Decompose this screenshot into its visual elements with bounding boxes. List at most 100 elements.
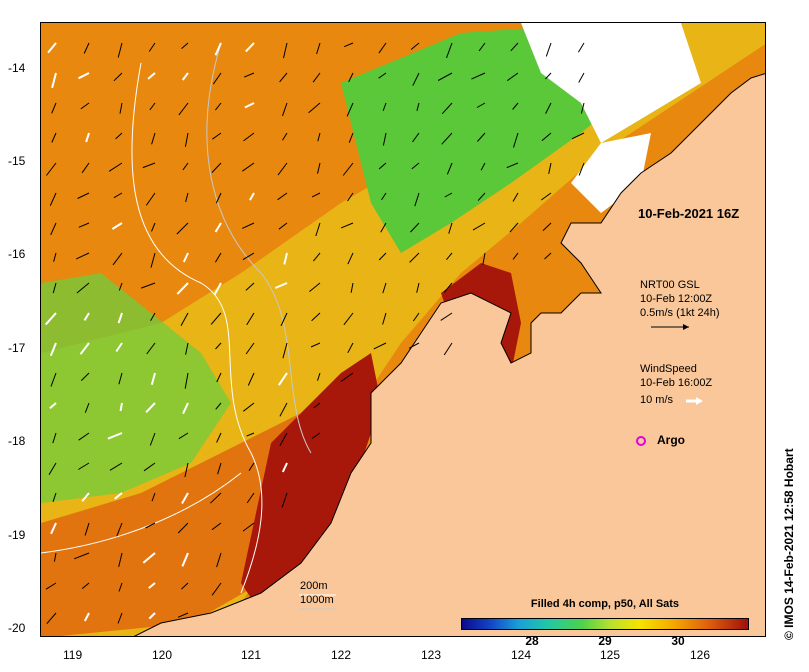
current-vector <box>147 72 156 80</box>
current-vector <box>213 282 222 295</box>
current-vector <box>45 582 57 590</box>
current-vector <box>277 372 288 386</box>
isobath-line <box>131 62 263 594</box>
current-vector <box>545 42 552 57</box>
current-vector <box>117 42 123 58</box>
current-vector <box>140 282 156 289</box>
current-vector <box>242 162 255 172</box>
current-vector <box>512 102 519 110</box>
current-vector <box>347 192 354 202</box>
current-vector <box>544 252 552 260</box>
isobath-200m-label: 200m <box>300 580 328 592</box>
colorbar <box>461 618 749 630</box>
current-vector <box>350 282 354 293</box>
current-vector <box>47 42 57 54</box>
current-vector <box>214 42 222 56</box>
current-vector <box>146 342 156 355</box>
current-vector <box>180 312 189 326</box>
current-vector <box>148 582 156 589</box>
current-vector <box>509 222 519 233</box>
lon-label: 121 <box>241 648 262 662</box>
current-vector <box>282 132 288 141</box>
current-vector <box>148 42 156 52</box>
current-vector-field <box>44 42 585 625</box>
current-vector <box>184 132 189 147</box>
isobath-1000m-label: 1000m <box>300 594 334 606</box>
current-vector <box>48 462 57 475</box>
current-vector <box>541 132 552 142</box>
current-vector <box>347 342 354 354</box>
current-vector <box>506 162 519 169</box>
current-vector <box>348 132 354 143</box>
current-vector <box>279 432 288 447</box>
current-vector <box>578 72 585 83</box>
current-vector <box>244 102 255 109</box>
current-vector <box>143 462 156 472</box>
current-vector <box>182 402 189 415</box>
isobath-line <box>206 42 312 454</box>
current-vector <box>541 192 552 201</box>
current-vector <box>216 432 222 443</box>
current-vector <box>480 162 486 171</box>
current-vector <box>381 192 387 201</box>
lon-label: 125 <box>600 648 621 662</box>
current-vector <box>78 72 90 80</box>
current-vector <box>340 372 354 383</box>
current-vector <box>471 72 486 80</box>
wind-legend-arrowhead <box>696 397 703 405</box>
current-vector <box>472 222 486 231</box>
current-vector <box>316 42 321 55</box>
current-vector <box>444 192 453 198</box>
lon-label: 119 <box>63 648 83 662</box>
current-vector <box>416 282 420 293</box>
current-vector <box>216 372 222 383</box>
current-vector <box>76 282 90 294</box>
current-legend-title: NRT00 GSL <box>640 279 700 291</box>
current-vector <box>51 102 57 114</box>
current-vector <box>308 102 321 114</box>
current-vector <box>75 252 90 260</box>
current-vector <box>151 222 156 232</box>
current-legend-arrowhead <box>683 324 689 330</box>
current-vector <box>344 42 354 48</box>
current-vector <box>50 522 57 535</box>
current-vector <box>176 282 189 295</box>
current-vector <box>580 102 585 114</box>
current-vector <box>279 402 288 417</box>
current-vector <box>212 72 222 85</box>
current-vector <box>317 372 321 381</box>
credit-label: © IMOS 14-Feb-2021 12:58 Hobart <box>782 448 796 640</box>
current-vector <box>512 252 519 260</box>
current-vector <box>280 312 288 327</box>
current-vector <box>437 72 453 81</box>
current-vector <box>248 462 255 471</box>
current-vector <box>245 342 255 355</box>
wind-legend-time: 10-Feb 16:00Z <box>640 377 713 389</box>
current-vector <box>116 522 123 537</box>
current-vector <box>115 132 123 140</box>
current-vector <box>83 42 90 54</box>
current-vector <box>85 132 90 143</box>
current-vector <box>50 222 57 236</box>
land-mass <box>133 73 765 636</box>
sst-map[interactable] <box>40 22 766 637</box>
current-vector <box>245 42 255 53</box>
current-vector <box>119 402 123 412</box>
current-vector <box>507 72 519 82</box>
current-vector <box>247 372 255 386</box>
wind-legend-title: WindSpeed <box>640 363 697 375</box>
current-vector <box>118 582 123 592</box>
colorbar-tick: 30 <box>671 634 685 648</box>
current-vector <box>577 42 585 53</box>
current-vector <box>216 552 222 568</box>
current-vector <box>142 552 156 564</box>
current-vector <box>178 102 189 116</box>
lat-label: -15 <box>8 154 26 168</box>
lon-label: 120 <box>152 648 173 662</box>
current-vector <box>348 72 354 83</box>
current-vector <box>277 162 288 176</box>
current-vector <box>182 162 189 171</box>
current-vector <box>382 282 387 294</box>
current-vector <box>214 222 222 233</box>
current-vector <box>215 402 222 410</box>
